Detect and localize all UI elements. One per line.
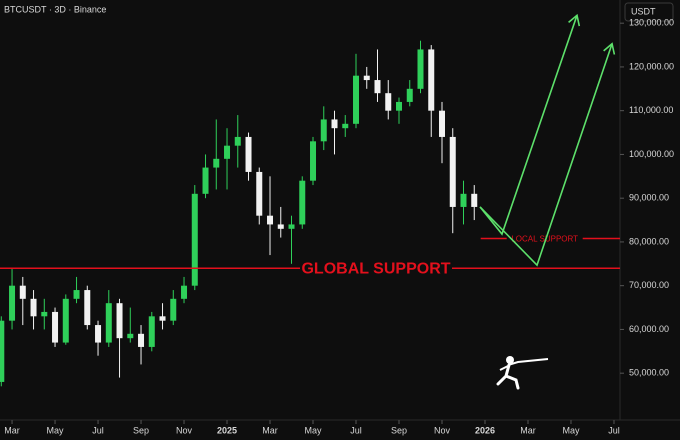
candle-body (191, 193, 198, 286)
candle-body (438, 110, 445, 137)
candle-body (116, 303, 123, 339)
candle-body (267, 215, 274, 225)
projection-arrowhead (603, 42, 616, 55)
candle-body (170, 298, 177, 321)
candle-body (213, 158, 220, 168)
candle-body (84, 290, 91, 326)
candle-body (320, 119, 327, 142)
candle-body (288, 224, 295, 229)
x-tick-label: Sep (133, 425, 149, 435)
candle-body (374, 80, 381, 94)
plot: 50,000.00 60,000.00 70,000.00 80,000.00 90,0… (0, 13, 674, 435)
candle-body (449, 136, 456, 207)
candle-body (73, 290, 80, 299)
candle-body (52, 311, 59, 343)
candle-body (256, 171, 263, 216)
candle-body (138, 333, 145, 347)
candle-body (234, 136, 241, 146)
candle-body (30, 298, 37, 317)
candle-body (385, 93, 392, 111)
y-tick-label: 50,000.00 (629, 368, 669, 378)
y-tick-label: 70,000.00 (629, 280, 669, 290)
candle-body (471, 193, 478, 207)
x-tick-label: May (47, 425, 65, 435)
candle-body (127, 333, 134, 339)
candle-body (417, 49, 424, 89)
y-tick-label: 80,000.00 (629, 236, 669, 246)
candle-body (353, 75, 360, 124)
candle-body (202, 167, 209, 194)
candle-body (224, 145, 231, 159)
candle-body (19, 285, 26, 299)
x-tick-label: Jul (350, 425, 362, 435)
x-tick-label: Nov (176, 425, 193, 435)
candle-body (277, 224, 284, 229)
support-label: LOCAL SUPPORT (511, 235, 578, 244)
x-tick-label: Mar (262, 425, 278, 435)
candle-body (460, 193, 467, 207)
chart-title: BTCUSDT · 3D · Binance (4, 4, 106, 14)
projection-line (479, 43, 613, 267)
candle-body (396, 101, 403, 111)
candle-body (363, 75, 370, 81)
currency-label[interactable]: USDT (631, 6, 656, 16)
y-tick-label: 100,000.00 (629, 149, 674, 159)
candle-body (331, 119, 338, 129)
candle-body (0, 320, 5, 382)
y-tick-label: 130,000.00 (629, 18, 674, 28)
y-tick-label: 110,000.00 (629, 105, 673, 115)
x-tick-label: Mar (520, 425, 536, 435)
candle-body (62, 298, 69, 343)
y-tick-label: 120,000.00 (629, 61, 674, 71)
currency-box[interactable] (624, 2, 674, 22)
candle-body (245, 136, 252, 172)
x-tick-label: Jul (92, 425, 104, 435)
x-tick-label: Sep (391, 425, 407, 435)
x-tick-label: 2025 (217, 425, 237, 435)
support-label-bg (300, 257, 452, 280)
candle-body (299, 180, 306, 225)
candle-body (310, 141, 317, 181)
candle-body (428, 49, 435, 111)
candle-body (406, 88, 413, 102)
candle-body (148, 316, 155, 347)
candle-body (342, 123, 349, 129)
x-tick-label: Jul (608, 425, 620, 435)
candle-body (9, 285, 16, 321)
y-tick-label: 90,000.00 (629, 193, 669, 203)
x-tick-label: Nov (434, 425, 451, 435)
support-label-bg (506, 233, 583, 244)
candle-body (159, 316, 166, 321)
support-label: GLOBAL SUPPORT (301, 260, 450, 277)
x-tick-label: 2026 (475, 425, 495, 435)
x-tick-label: May (305, 425, 323, 435)
projection-line (479, 15, 578, 236)
candle-body (105, 303, 112, 343)
x-tick-label: May (562, 425, 580, 435)
projection-arrowhead (568, 13, 581, 27)
x-tick-label: Mar (4, 425, 20, 435)
candle-body (95, 325, 102, 343)
logo (496, 356, 549, 390)
candle-body (181, 285, 188, 299)
y-tick-label: 60,000.00 (629, 324, 669, 334)
candle-body (41, 311, 48, 317)
